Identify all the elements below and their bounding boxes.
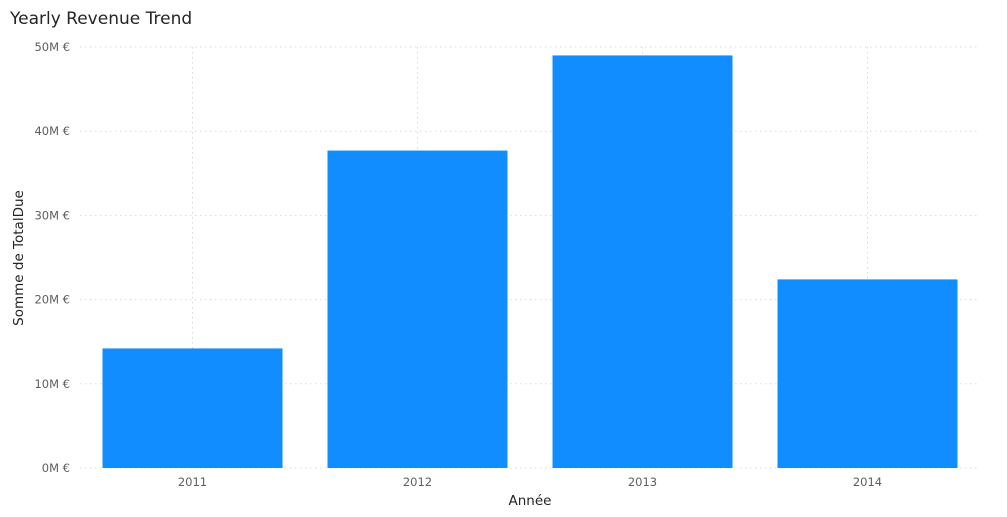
bar-2011	[102, 348, 283, 468]
y-tick-label: 10M €	[34, 377, 70, 391]
y-tick-label: 0M €	[42, 461, 70, 475]
x-axis-title: Année	[508, 493, 552, 509]
chart-title: Yearly Revenue Trend	[10, 9, 193, 29]
x-tick-label: 2012	[403, 475, 432, 489]
x-tick-label: 2013	[628, 475, 657, 489]
y-tick-label: 40M €	[34, 124, 70, 138]
y-tick-label: 50M €	[34, 40, 70, 54]
y-tick-label: 30M €	[34, 208, 70, 222]
y-tick-label: 20M €	[34, 293, 70, 307]
bar-2013	[552, 55, 733, 469]
bar-2014	[777, 279, 958, 468]
bar-2012	[327, 150, 508, 469]
x-tick-label: 2011	[178, 475, 207, 489]
x-tick-label: 2014	[853, 475, 882, 489]
